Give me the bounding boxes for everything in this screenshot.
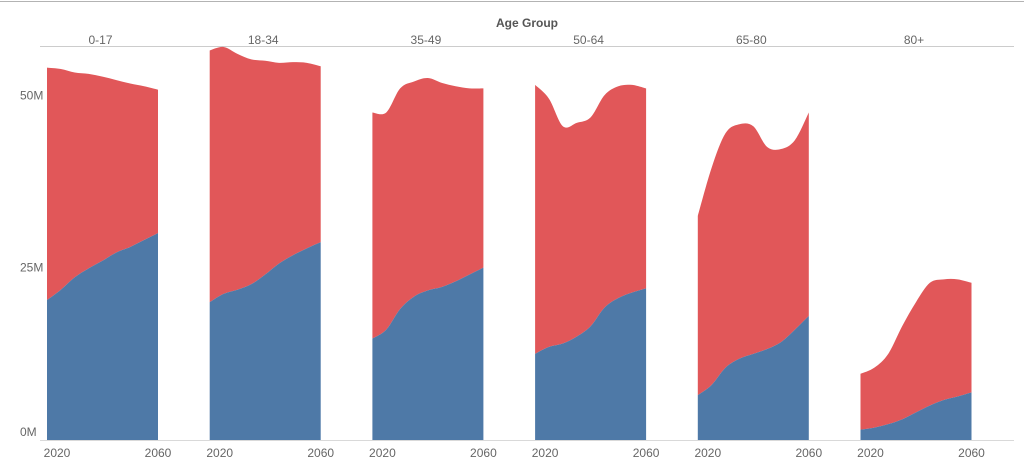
area-upper <box>535 84 647 354</box>
panel-65-80: 65-80 2020 2060 <box>694 33 822 460</box>
panel-35-49: 35-49 2020 2060 <box>369 33 497 460</box>
panel-80+: 80+ 2020 2060 <box>857 33 985 460</box>
column-label: 65-80 <box>736 33 767 47</box>
area-lower <box>860 392 972 440</box>
area-lower <box>209 242 321 440</box>
x-tick-label: 2060 <box>958 446 985 460</box>
x-tick-label: 2020 <box>857 446 884 460</box>
x-tick-label: 2020 <box>369 446 396 460</box>
x-tick-label: 2020 <box>206 446 233 460</box>
area-lower <box>697 315 809 440</box>
area-upper <box>47 67 158 301</box>
y-tick-label: 0M <box>20 425 37 439</box>
x-tick-label: 2060 <box>633 446 660 460</box>
header-title: Age Group <box>496 16 558 30</box>
x-tick-label: 2020 <box>532 446 559 460</box>
x-tick-label: 2060 <box>145 446 172 460</box>
area-upper <box>209 46 321 303</box>
column-label: 0-17 <box>88 33 112 47</box>
area-upper <box>697 112 809 396</box>
area-upper <box>372 78 484 339</box>
panel-0-17: 0-17 2020 2060 <box>44 33 172 460</box>
area-lower <box>47 233 158 440</box>
column-label: 35-49 <box>411 33 442 47</box>
x-tick-label: 2060 <box>307 446 334 460</box>
area-upper <box>860 278 972 430</box>
column-label: 50-64 <box>573 33 604 47</box>
x-tick-label: 2020 <box>44 446 71 460</box>
area-lower <box>535 288 647 440</box>
y-axis: 0M 25M 50M <box>20 88 43 439</box>
column-label: 18-34 <box>248 33 279 47</box>
y-tick-label: 25M <box>20 261 43 275</box>
x-tick-label: 2060 <box>795 446 822 460</box>
area-lower <box>372 267 484 440</box>
panel-50-64: 50-64 2020 2060 <box>532 33 660 460</box>
y-tick-label: 50M <box>20 88 43 102</box>
column-label: 80+ <box>904 33 924 47</box>
x-tick-label: 2060 <box>470 446 497 460</box>
panel-18-34: 18-34 2020 2060 <box>206 33 334 460</box>
x-tick-label: 2020 <box>694 446 721 460</box>
